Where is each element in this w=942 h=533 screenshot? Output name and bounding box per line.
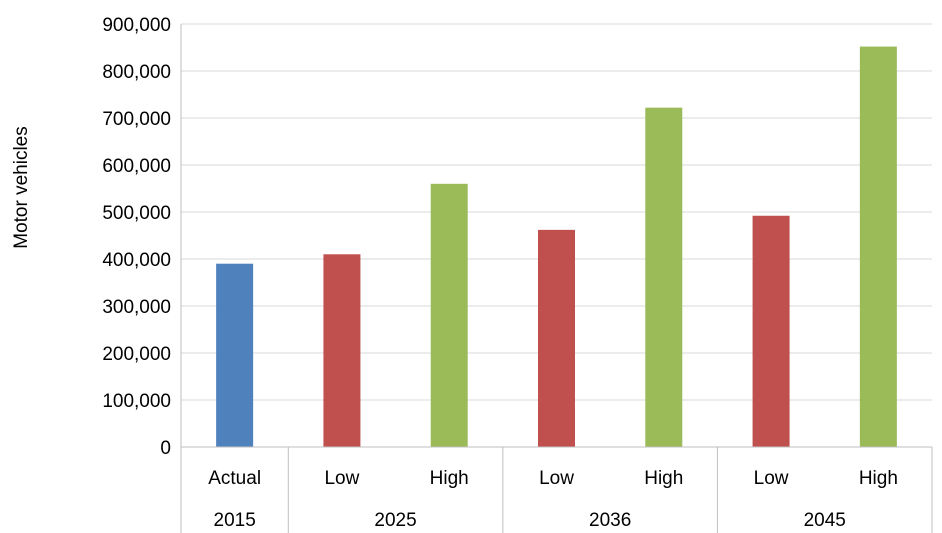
bar-2036-high: [645, 107, 683, 447]
y-tick-label: 700,000: [102, 109, 171, 130]
bars: [216, 46, 897, 448]
y-tick-label: 500,000: [102, 203, 171, 224]
x-group-label: 2036: [589, 510, 631, 531]
y-tick-label: 400,000: [102, 250, 171, 271]
bar-2045-high: [859, 46, 897, 448]
bar-2025-low: [323, 254, 361, 447]
x-group-label: 2045: [804, 510, 846, 531]
x-category-label: High: [644, 468, 683, 489]
x-category-label: High: [859, 468, 898, 489]
y-tick-label: 600,000: [102, 156, 171, 177]
x-axis-labels: Actual Low High Low High Low High 2015 2025 2036 2…: [208, 468, 898, 531]
y-tick-label: 800,000: [102, 62, 171, 83]
x-category-label: Low: [539, 468, 574, 489]
y-tick-label: 300,000: [102, 297, 171, 318]
y-tick-label: 900,000: [102, 15, 171, 36]
bar-2015-actual: [216, 263, 254, 447]
gridlines: [181, 23, 932, 401]
y-tick-label: 100,000: [102, 391, 171, 412]
bar-2025-high: [430, 183, 468, 448]
y-axis-title: Motor vehicles: [11, 126, 32, 249]
x-group-label: 2025: [374, 510, 416, 531]
bar-2036-low: [538, 229, 575, 447]
bar-2045-low: [752, 215, 790, 447]
y-axis-ticks: 0 100,000 200,000 300,000 400,000 500,000 600,…: [102, 15, 171, 459]
y-tick-label: 0: [160, 438, 171, 459]
x-category-label: Low: [324, 468, 359, 489]
x-category-label: Actual: [208, 468, 261, 489]
y-tick-label: 200,000: [102, 344, 171, 365]
x-group-label: 2015: [214, 510, 256, 531]
x-category-label: Low: [754, 468, 789, 489]
axes: [180, 24, 933, 533]
x-category-label: High: [430, 468, 469, 489]
